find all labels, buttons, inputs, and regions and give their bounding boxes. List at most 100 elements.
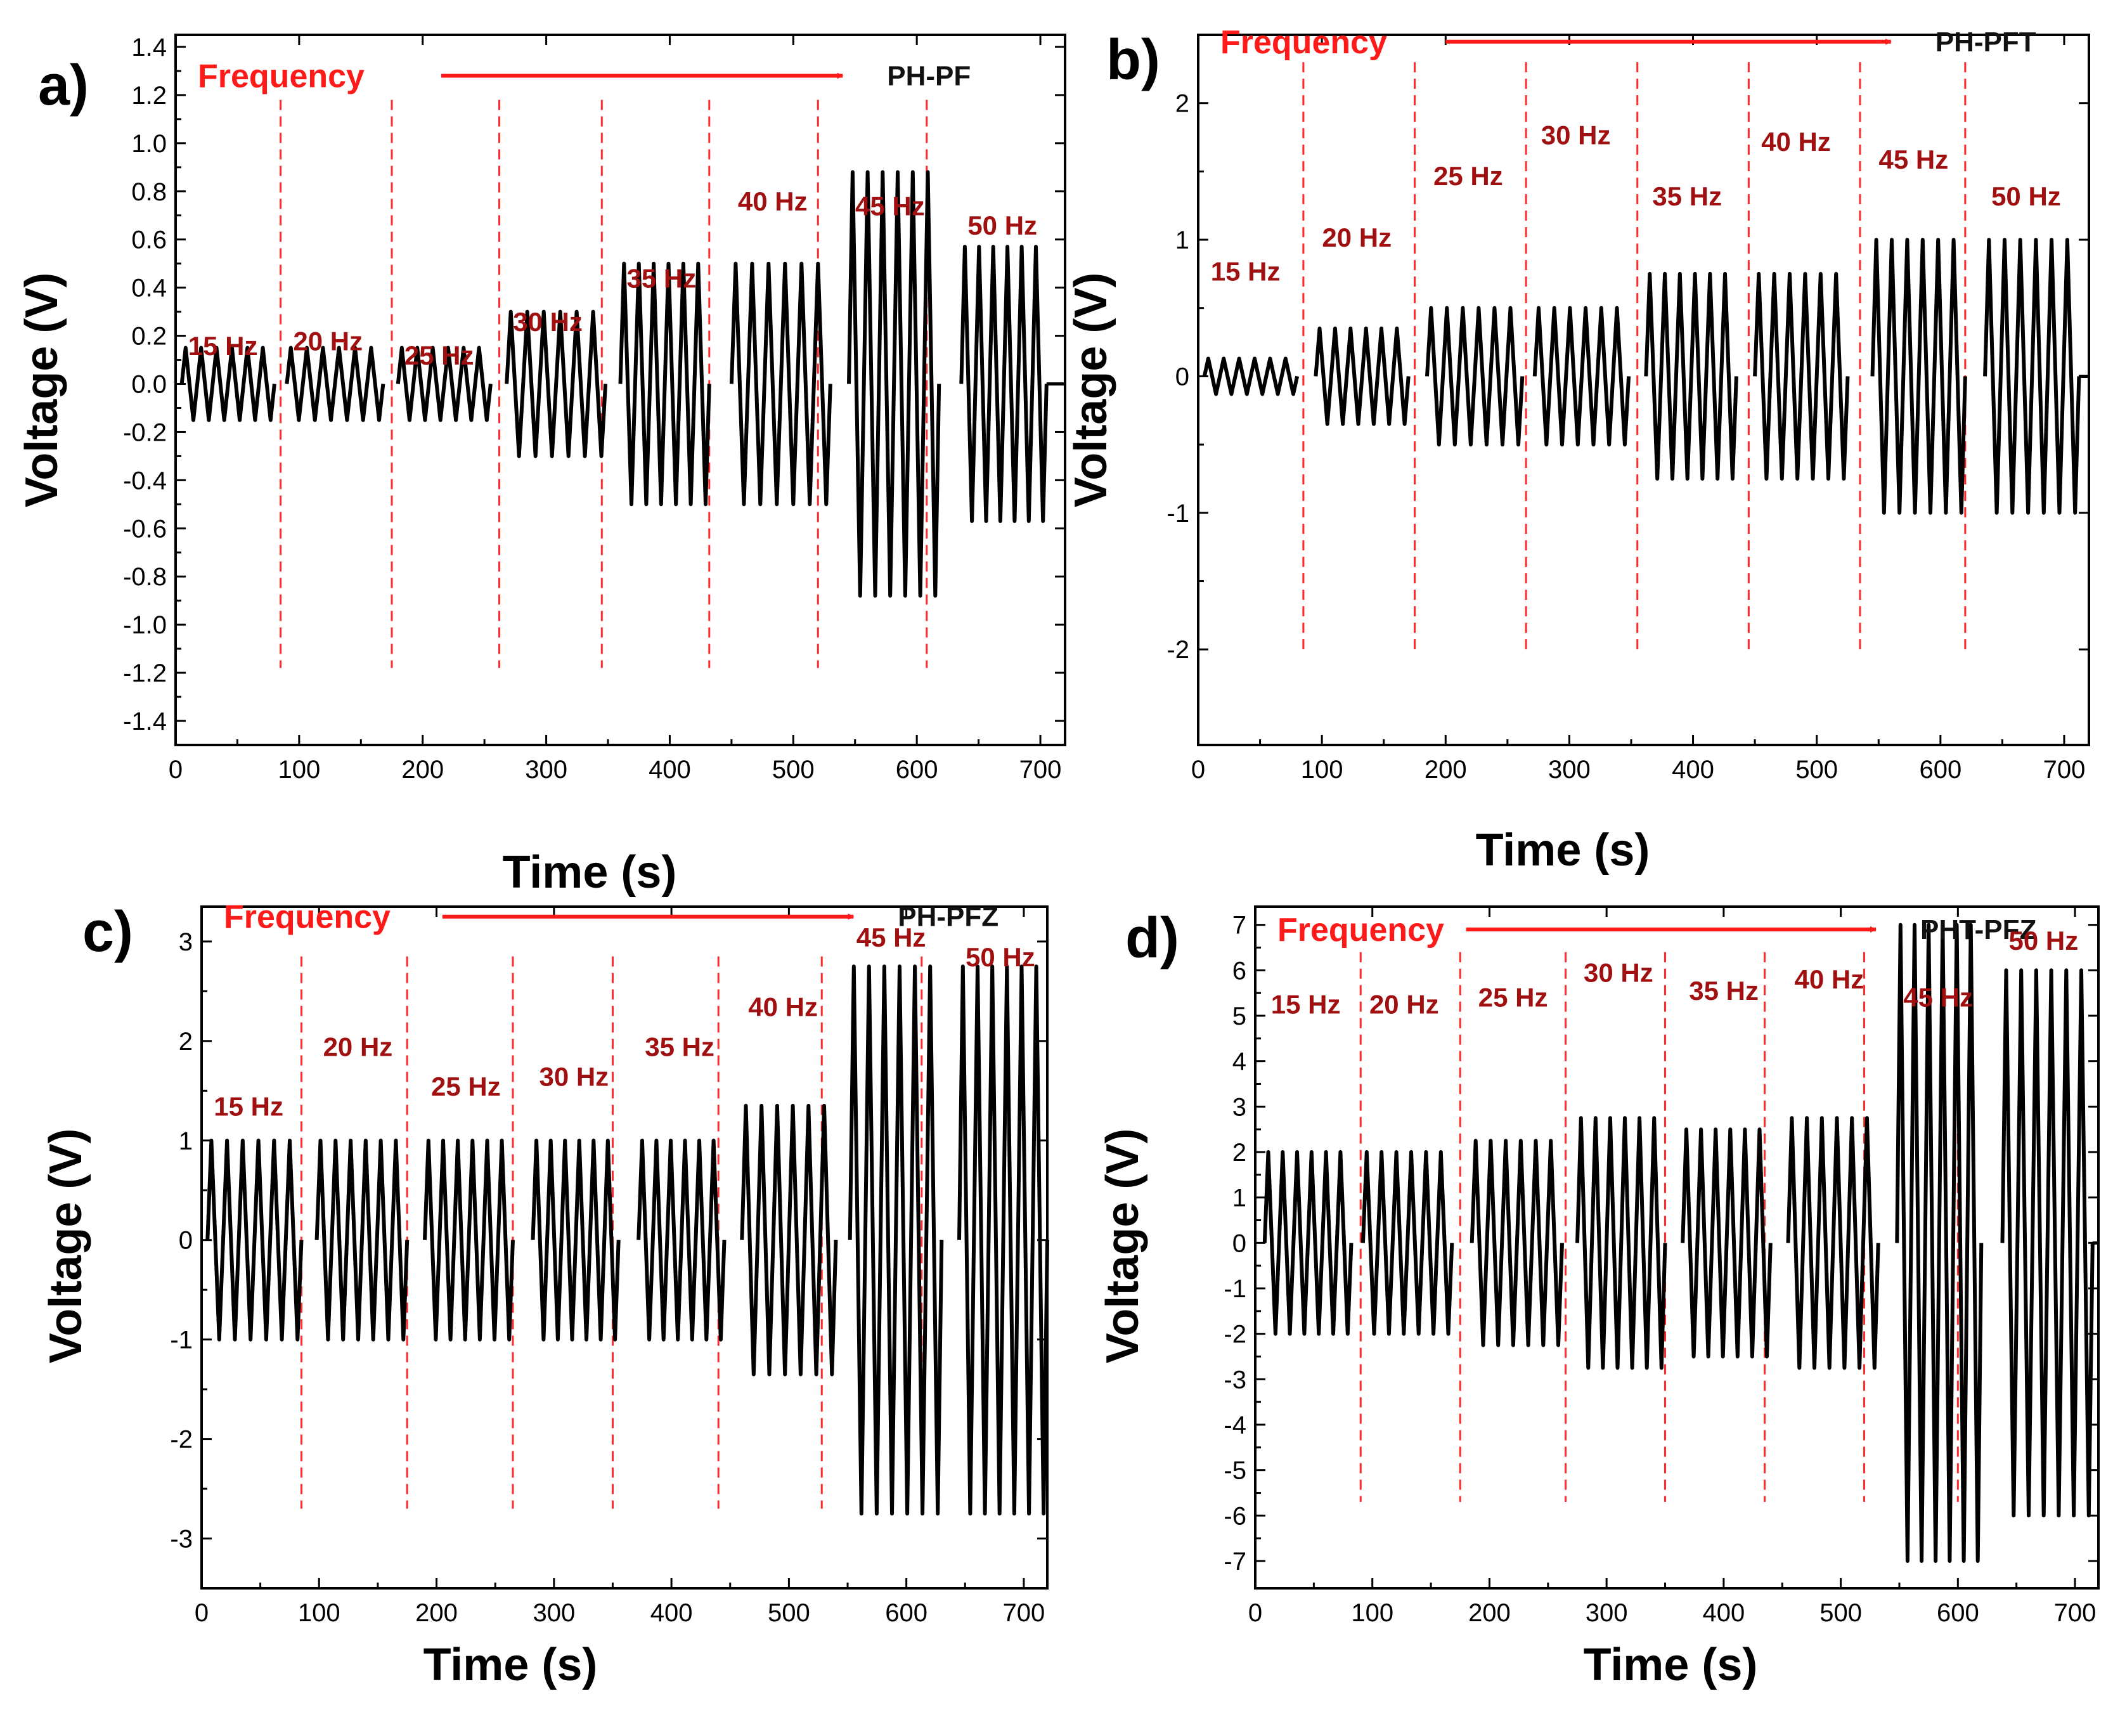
frequency-label: 20 Hz [1369,989,1439,1019]
y-tick-label: -5 [1224,1457,1246,1485]
frequency-label: 30 Hz [1584,957,1653,987]
x-tick-label: 500 [1819,1599,1862,1627]
voltage-signal-45-hz [847,170,941,598]
frequency-label: 30 Hz [513,307,583,337]
y-tick-label: -1.4 [123,708,167,735]
panel-label: b) [1106,29,1160,92]
y-tick-label: -1.2 [123,659,167,687]
y-axis-title: Voltage (V) [1066,273,1116,508]
x-tick-label: 600 [896,756,938,784]
y-tick-label: -7 [1224,1548,1246,1576]
panel-label: d) [1125,907,1179,970]
x-tick-label: 200 [415,1599,458,1627]
y-tick-label: 0.2 [131,323,167,351]
voltage-signal-35-hz [636,1138,727,1342]
y-tick-label: -2 [1166,636,1189,664]
voltage-signal-35-hz [1644,271,1738,481]
frequency-label: 50 Hz [966,942,1035,972]
y-tick-label: 0 [1232,1229,1246,1257]
x-tick-label: 0 [195,1599,209,1627]
y-tick-label: -0.2 [123,418,167,446]
y-tick-label: 0.4 [131,275,167,302]
y-tick-label: -2 [170,1426,193,1454]
y-tick-label: 6 [1232,957,1246,985]
voltage-signal-40-hz [740,1103,838,1376]
frequency-label: 45 Hz [1903,983,1973,1013]
y-tick-label: 1 [1232,1184,1246,1212]
x-tick-label: 500 [768,1599,810,1627]
x-tick-label: 500 [1795,756,1838,784]
y-tick-label: 3 [1232,1093,1246,1121]
voltage-signal-15-hz [1262,1150,1354,1336]
voltage-signal-25-hz [1470,1139,1564,1347]
voltage-signal-50-hz [1983,238,2081,515]
panel-label: a) [38,54,89,117]
frequency-label: 20 Hz [323,1032,393,1061]
voltage-signal-45-hz [848,964,944,1516]
x-axis-title: Time (s) [423,1640,598,1690]
voltage-signal-25-hz [1425,306,1525,447]
x-tick-label: 200 [401,756,444,784]
voltage-signal-50-hz [2000,968,2095,1518]
voltage-signal-35-hz [618,261,711,507]
voltage-signal-15-hz [205,1138,304,1342]
y-tick-label: 7 [1232,912,1246,940]
y-tick-label: 0.6 [131,226,167,254]
frequency-label: 35 Hz [1652,181,1722,211]
panel-label: c) [82,900,133,964]
y-axis-title: Voltage (V) [1097,1129,1148,1364]
x-tick-label: 500 [772,756,815,784]
plot-frame [174,34,1066,746]
y-tick-label: -0.8 [123,563,167,591]
frequency-label: 45 Hz [856,923,926,952]
voltage-signal-40-hz [1786,1116,1880,1370]
frequency-label: 25 Hz [404,340,474,370]
frequency-title: Frequency [198,58,365,95]
x-tick-label: 100 [278,756,320,784]
frequency-label: 20 Hz [1322,223,1392,252]
voltage-signal-30-hz [1532,306,1631,447]
voltage-signal-15-hz [1202,356,1300,396]
voltage-signal-20-hz [1360,1150,1454,1336]
y-tick-label: -2 [1224,1321,1246,1349]
voltage-signal-40-hz [1753,271,1850,481]
x-tick-label: 700 [2054,1599,2097,1627]
y-tick-label: 1.0 [131,130,167,158]
x-tick-label: 400 [1703,1599,1745,1627]
x-tick-label: 0 [1248,1599,1262,1627]
x-tick-label: 100 [298,1599,340,1627]
x-tick-label: 100 [1351,1599,1393,1627]
y-tick-label: -1 [1224,1275,1246,1303]
voltage-signal-20-hz [314,1138,410,1342]
x-tick-label: 300 [1586,1599,1628,1627]
voltage-signal-45-hz [1870,238,1967,515]
voltage-signal-20-hz [1314,327,1411,426]
frequency-label: 20 Hz [293,326,363,356]
chart-panel-c: 0 100 200 300 400 500 600 700 -3 -2 -1 0 1 2 3 Time (s)… [41,899,1049,1690]
y-tick-label: 1 [1175,226,1189,254]
plot-frame [1254,905,2100,1590]
y-tick-label: 0.0 [131,371,167,399]
voltage-signal-30-hz [531,1138,621,1342]
frequency-label: 25 Hz [1478,983,1548,1013]
frequency-label: 40 Hz [1761,127,1831,157]
x-tick-label: 300 [533,1599,575,1627]
y-tick-label: -4 [1224,1411,1246,1439]
frequency-label: 40 Hz [748,992,818,1022]
voltage-signal-50-hz [957,964,1049,1516]
y-tick-label: -1 [1166,500,1189,528]
sample-label: PH-PFT [1935,27,2036,58]
y-tick-label: -0.6 [123,515,167,543]
y-tick-label: 0.8 [131,178,167,206]
frequency-label: 40 Hz [738,186,808,216]
x-axis-title: Time (s) [503,847,677,898]
y-tick-label: 5 [1232,1002,1246,1030]
y-tick-label: 4 [1232,1048,1246,1076]
frequency-label: 35 Hz [627,264,697,294]
frequency-label: 15 Hz [1211,257,1281,287]
x-tick-label: 100 [1301,756,1343,784]
voltage-signal-25-hz [423,1138,515,1342]
y-tick-label: 3 [179,928,193,956]
x-tick-label: 300 [1548,756,1591,784]
x-tick-label: 700 [2043,756,2086,784]
